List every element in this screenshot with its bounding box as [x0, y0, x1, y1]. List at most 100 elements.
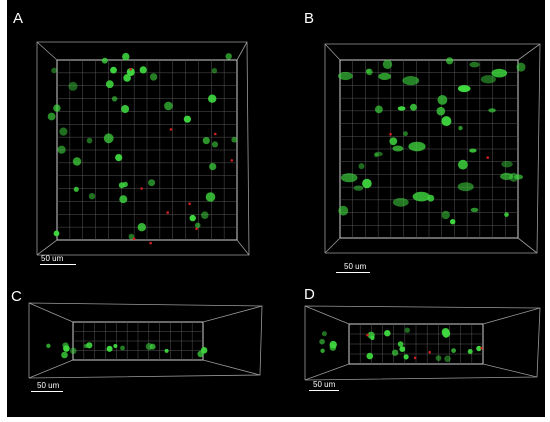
scale-label-c: 50 um: [37, 381, 60, 390]
green-cell: [53, 230, 60, 237]
green-cell: [410, 103, 417, 111]
green-cell: [53, 104, 61, 112]
green-cell: [338, 71, 353, 81]
green-cell: [480, 75, 496, 84]
green-cell: [451, 348, 456, 353]
green-cell: [340, 173, 358, 183]
red-cell: [149, 241, 152, 245]
green-cell: [73, 186, 79, 192]
panel-c-image: [28, 302, 263, 379]
green-cell: [374, 153, 379, 158]
red-cell: [129, 68, 132, 71]
green-cell: [120, 345, 125, 351]
green-cell: [458, 125, 463, 131]
green-cell: [367, 331, 375, 339]
green-cell: [51, 67, 57, 74]
green-cell: [205, 192, 216, 202]
green-cell: [137, 223, 146, 232]
scale-bar-b: [336, 272, 370, 273]
green-cell: [211, 141, 219, 148]
green-cell: [86, 342, 93, 349]
scale-bar-a: [40, 264, 76, 265]
green-cell: [62, 342, 69, 349]
green-cell: [111, 96, 118, 102]
green-cell: [113, 344, 118, 348]
green-cell: [403, 131, 408, 137]
red-cell: [195, 227, 198, 231]
green-cell: [469, 61, 480, 68]
green-cell: [469, 148, 477, 153]
green-cell: [338, 205, 349, 216]
green-cell: [378, 72, 392, 80]
green-cell: [458, 159, 468, 170]
green-cell: [467, 349, 473, 354]
green-cell: [402, 76, 420, 86]
green-cell: [57, 145, 66, 154]
green-cell: [164, 348, 169, 353]
green-cell: [115, 154, 123, 162]
green-cell: [435, 355, 442, 361]
green-cell: [457, 85, 471, 93]
green-cell: [209, 163, 217, 171]
green-cell: [504, 212, 509, 217]
green-cell: [106, 346, 113, 352]
green-cell: [101, 57, 108, 64]
green-cell: [353, 185, 364, 191]
green-cell: [403, 354, 409, 360]
green-cell: [121, 105, 130, 113]
panel-d-image: [304, 305, 541, 381]
red-cell: [389, 132, 392, 136]
green-cell: [68, 81, 78, 91]
green-cell: [366, 352, 374, 360]
cells-a: [47, 52, 238, 245]
green-cell: [122, 52, 130, 61]
green-cell: [208, 94, 217, 103]
green-cell: [105, 80, 114, 89]
panel-b-image: [324, 43, 541, 254]
green-cell: [123, 74, 131, 82]
green-cell: [70, 347, 77, 355]
green-cell: [374, 151, 383, 157]
green-cell: [103, 133, 114, 144]
red-cell: [428, 350, 432, 354]
green-cell: [470, 207, 479, 213]
red-cell: [366, 333, 369, 337]
green-cell: [128, 233, 135, 240]
green-cell: [399, 346, 406, 352]
green-cell: [441, 116, 452, 127]
green-cell: [491, 68, 508, 78]
panel-label-d: D: [304, 286, 315, 303]
green-cell: [514, 174, 523, 180]
green-cell: [225, 53, 232, 60]
green-cell: [194, 222, 201, 229]
green-cell: [437, 95, 448, 105]
red-cell: [166, 211, 169, 214]
panel-a-image: [36, 41, 250, 256]
green-cell: [412, 191, 430, 202]
red-cell: [214, 132, 217, 136]
green-cell: [47, 112, 56, 121]
green-cell: [329, 344, 337, 351]
green-cell: [444, 355, 451, 363]
green-cell: [61, 351, 68, 359]
green-cell: [442, 329, 451, 338]
green-cell: [392, 145, 404, 152]
green-cell: [148, 179, 156, 187]
scale-bar-c: [31, 391, 63, 392]
cells-c: [46, 342, 208, 359]
green-cell: [404, 327, 410, 333]
cells-d: [319, 327, 483, 363]
green-cell: [164, 101, 173, 111]
green-cell: [358, 163, 365, 170]
green-cell: [118, 182, 125, 189]
scale-label-b: 50 um: [344, 262, 367, 271]
green-cell: [366, 68, 373, 76]
green-cell: [320, 348, 325, 353]
green-cell: [362, 178, 372, 189]
green-cell: [501, 161, 513, 168]
green-cell: [516, 62, 526, 72]
green-cell: [110, 66, 117, 74]
green-cell: [384, 330, 391, 337]
green-cell: [59, 127, 68, 136]
scale-label-a: 50 um: [41, 254, 64, 263]
